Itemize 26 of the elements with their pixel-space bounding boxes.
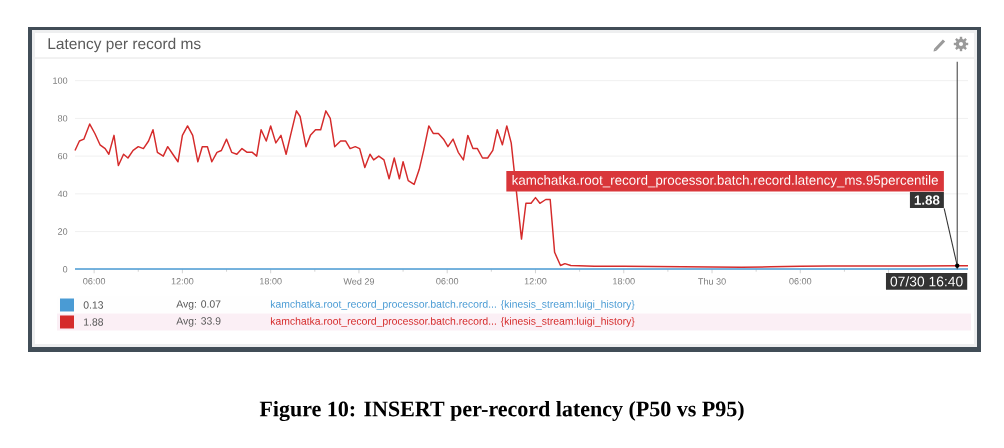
y-tick-label: 0 [62, 266, 68, 273]
y-tick-label: 20 [58, 228, 68, 235]
x-tick-label: 06:00 [83, 278, 106, 285]
text: Avg: 33.9 [176, 317, 221, 327]
text: kamchatka.root_record_processor.batch.record... {kinesis_stream:luigi_history} [270, 317, 635, 327]
x-tick-label: Thu 30 [698, 278, 726, 285]
annotation: kamchatka.root_record_processor.batch.record.latency_ms.95percentile [512, 175, 938, 188]
text: 0.13 [83, 301, 104, 309]
y-tick-label: 80 [57, 115, 68, 122]
text: Avg: 0.07 [176, 300, 221, 310]
text: 1.88 [84, 318, 104, 326]
caption: Figure 10: INSERT per-record latency (P50 vs P95) [259, 400, 744, 422]
ref-line-label: 07/30 16:40 [890, 276, 963, 287]
y-tick-label: 40 [57, 190, 68, 198]
text: kamchatka.root_record_processor.batch.record... {kinesis_stream:luigi_history} [270, 300, 635, 310]
x-tick-label: 06:00 [789, 278, 812, 285]
x-tick-label: 06:00 [436, 278, 459, 285]
x-tick-label: 18:00 [260, 278, 282, 285]
annotation: 1.88 [914, 195, 940, 205]
x-tick-label: Wed 29 [343, 278, 375, 285]
x-tick-label: 12:00 [171, 278, 194, 285]
chart-title: Latency per record ms [48, 37, 201, 53]
x-tick-label: 12:00 [524, 278, 547, 285]
x-tick-label: 18:00 [613, 278, 635, 285]
y-tick-label: 100 [53, 77, 68, 84]
y-tick-label: 60 [58, 152, 68, 160]
